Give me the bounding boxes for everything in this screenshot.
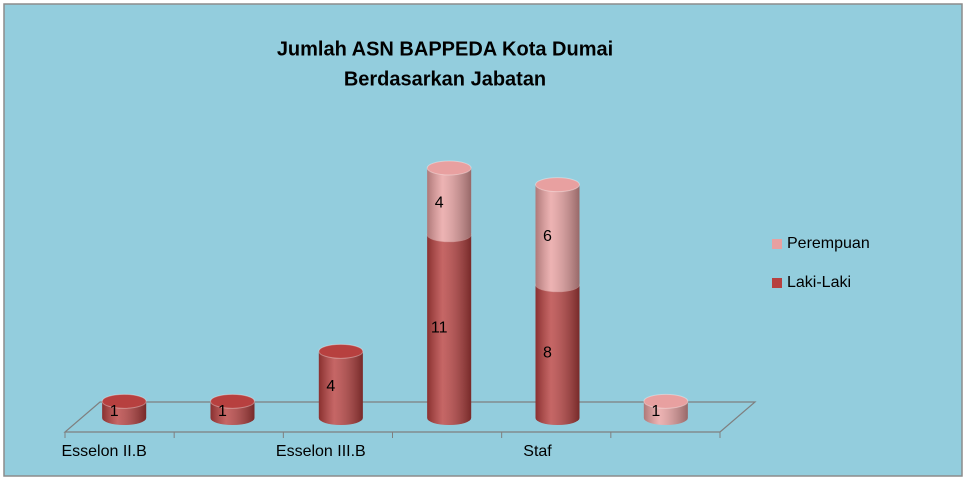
cylinder-segment: [426, 227, 472, 425]
legend-label: Perempuan: [787, 235, 870, 252]
data-label: 6: [543, 228, 552, 245]
data-label: 1: [110, 403, 119, 420]
legend-swatch: [772, 239, 782, 249]
cylinder-segment: [535, 177, 580, 292]
data-label: 4: [326, 378, 335, 395]
x-tick-label: Staf: [523, 443, 552, 460]
cylinder-shade: [427, 234, 472, 425]
cylinder-segment: [101, 393, 147, 425]
cylinder-shade: [535, 184, 580, 292]
x-tick-label: Esselon III.B: [276, 443, 366, 460]
cylinder-segment: [210, 393, 255, 425]
chart-title: Jumlah ASN BAPPEDA Kota Dumai: [277, 38, 613, 60]
plot-background: [3, 3, 963, 477]
cylinder-segment: [426, 160, 472, 242]
cylinder-segment: [643, 393, 689, 425]
chart-title: Berdasarkan Jabatan: [344, 68, 546, 90]
cylinder-top: [210, 393, 255, 409]
data-label: 8: [543, 345, 552, 362]
cylinder-top: [426, 160, 472, 176]
cylinder-shade: [535, 284, 580, 425]
cylinder-top: [535, 177, 580, 193]
x-tick-label: Esselon II.B: [61, 443, 146, 460]
data-label: 1: [651, 403, 660, 420]
cylinder-segment: [535, 277, 580, 425]
legend-swatch: [772, 278, 782, 288]
data-label: 4: [435, 195, 444, 212]
legend-label: Laki-Laki: [787, 274, 851, 291]
cylinder-shade: [427, 168, 472, 242]
cylinder-segment: [318, 343, 364, 425]
cylinder-shade: [318, 351, 363, 425]
cylinder-top: [101, 393, 147, 409]
data-label: 11: [431, 320, 448, 337]
cylinder-top: [643, 393, 689, 409]
data-label: 1: [218, 403, 227, 420]
cylinder-top: [318, 343, 364, 359]
